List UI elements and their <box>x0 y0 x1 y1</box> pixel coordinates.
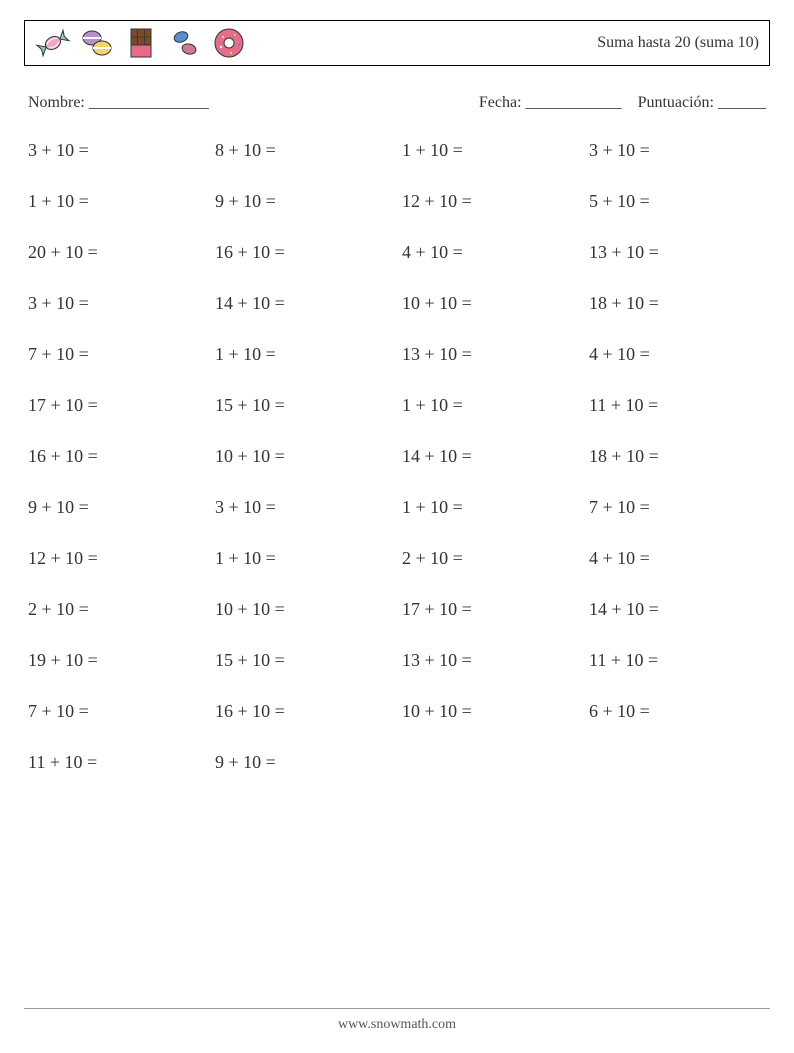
date-field: Fecha: ____________ <box>479 94 622 112</box>
footer-text: www.snowmath.com <box>338 1017 456 1032</box>
problem-cell: 13 + 10 = <box>402 344 579 365</box>
problem-cell: 4 + 10 = <box>589 344 766 365</box>
problem-cell: 6 + 10 = <box>589 701 766 722</box>
problem-cell: 8 + 10 = <box>215 140 392 161</box>
problem-cell: 18 + 10 = <box>589 293 766 314</box>
problem-cell: 9 + 10 = <box>28 497 205 518</box>
problem-cell: 10 + 10 = <box>215 446 392 467</box>
problem-cell: 3 + 10 = <box>28 140 205 161</box>
problem-cell: 1 + 10 = <box>402 140 579 161</box>
problem-cell: 1 + 10 = <box>215 344 392 365</box>
problem-cell: 1 + 10 = <box>215 548 392 569</box>
problem-cell: 15 + 10 = <box>215 395 392 416</box>
problem-cell: 11 + 10 = <box>589 395 766 416</box>
problem-cell: 2 + 10 = <box>402 548 579 569</box>
candy-icon <box>35 25 71 61</box>
problem-cell: 14 + 10 = <box>215 293 392 314</box>
problem-cell: 1 + 10 = <box>402 395 579 416</box>
problem-cell: 3 + 10 = <box>215 497 392 518</box>
problem-cell: 13 + 10 = <box>589 242 766 263</box>
jellybeans-icon <box>167 25 203 61</box>
footer: www.snowmath.com <box>24 1008 770 1033</box>
problem-cell: 10 + 10 = <box>402 293 579 314</box>
problem-cell: 15 + 10 = <box>215 650 392 671</box>
problem-cell: 12 + 10 = <box>402 191 579 212</box>
header-icons <box>35 25 247 61</box>
problem-cell: 16 + 10 = <box>215 242 392 263</box>
problem-cell: 7 + 10 = <box>589 497 766 518</box>
worksheet-title: Suma hasta 20 (suma 10) <box>597 34 759 52</box>
macarons-icon <box>79 25 115 61</box>
problem-cell: 20 + 10 = <box>28 242 205 263</box>
problem-cell: 1 + 10 = <box>28 191 205 212</box>
problem-cell: 14 + 10 = <box>589 599 766 620</box>
problem-cell: 16 + 10 = <box>215 701 392 722</box>
header-box: Suma hasta 20 (suma 10) <box>24 20 770 66</box>
problem-cell: 3 + 10 = <box>28 293 205 314</box>
name-field: Nombre: _______________ <box>28 94 397 112</box>
info-row: Nombre: _______________ Fecha: _________… <box>24 94 770 112</box>
donut-icon <box>211 25 247 61</box>
problem-cell: 10 + 10 = <box>215 599 392 620</box>
problem-cell: 14 + 10 = <box>402 446 579 467</box>
problem-cell: 17 + 10 = <box>28 395 205 416</box>
chocolate-icon <box>123 25 159 61</box>
problem-cell: 5 + 10 = <box>589 191 766 212</box>
problem-cell: 13 + 10 = <box>402 650 579 671</box>
problem-cell: 4 + 10 = <box>402 242 579 263</box>
problem-cell: 11 + 10 = <box>589 650 766 671</box>
problem-cell: 17 + 10 = <box>402 599 579 620</box>
problem-cell: 7 + 10 = <box>28 344 205 365</box>
problem-cell: 11 + 10 = <box>28 752 205 773</box>
problem-cell: 10 + 10 = <box>402 701 579 722</box>
problem-cell: 16 + 10 = <box>28 446 205 467</box>
problem-cell: 4 + 10 = <box>589 548 766 569</box>
problem-cell: 18 + 10 = <box>589 446 766 467</box>
score-field: Puntuación: ______ <box>638 94 766 112</box>
problem-cell: 3 + 10 = <box>589 140 766 161</box>
problem-cell: 9 + 10 = <box>215 191 392 212</box>
problem-cell: 9 + 10 = <box>215 752 392 773</box>
problem-cell: 19 + 10 = <box>28 650 205 671</box>
problem-cell: 2 + 10 = <box>28 599 205 620</box>
problems-grid: 3 + 10 = 8 + 10 = 1 + 10 = 3 + 10 = 1 + 10 =… <box>24 140 770 773</box>
problem-cell: 12 + 10 = <box>28 548 205 569</box>
problem-cell: 7 + 10 = <box>28 701 205 722</box>
problem-cell: 1 + 10 = <box>402 497 579 518</box>
